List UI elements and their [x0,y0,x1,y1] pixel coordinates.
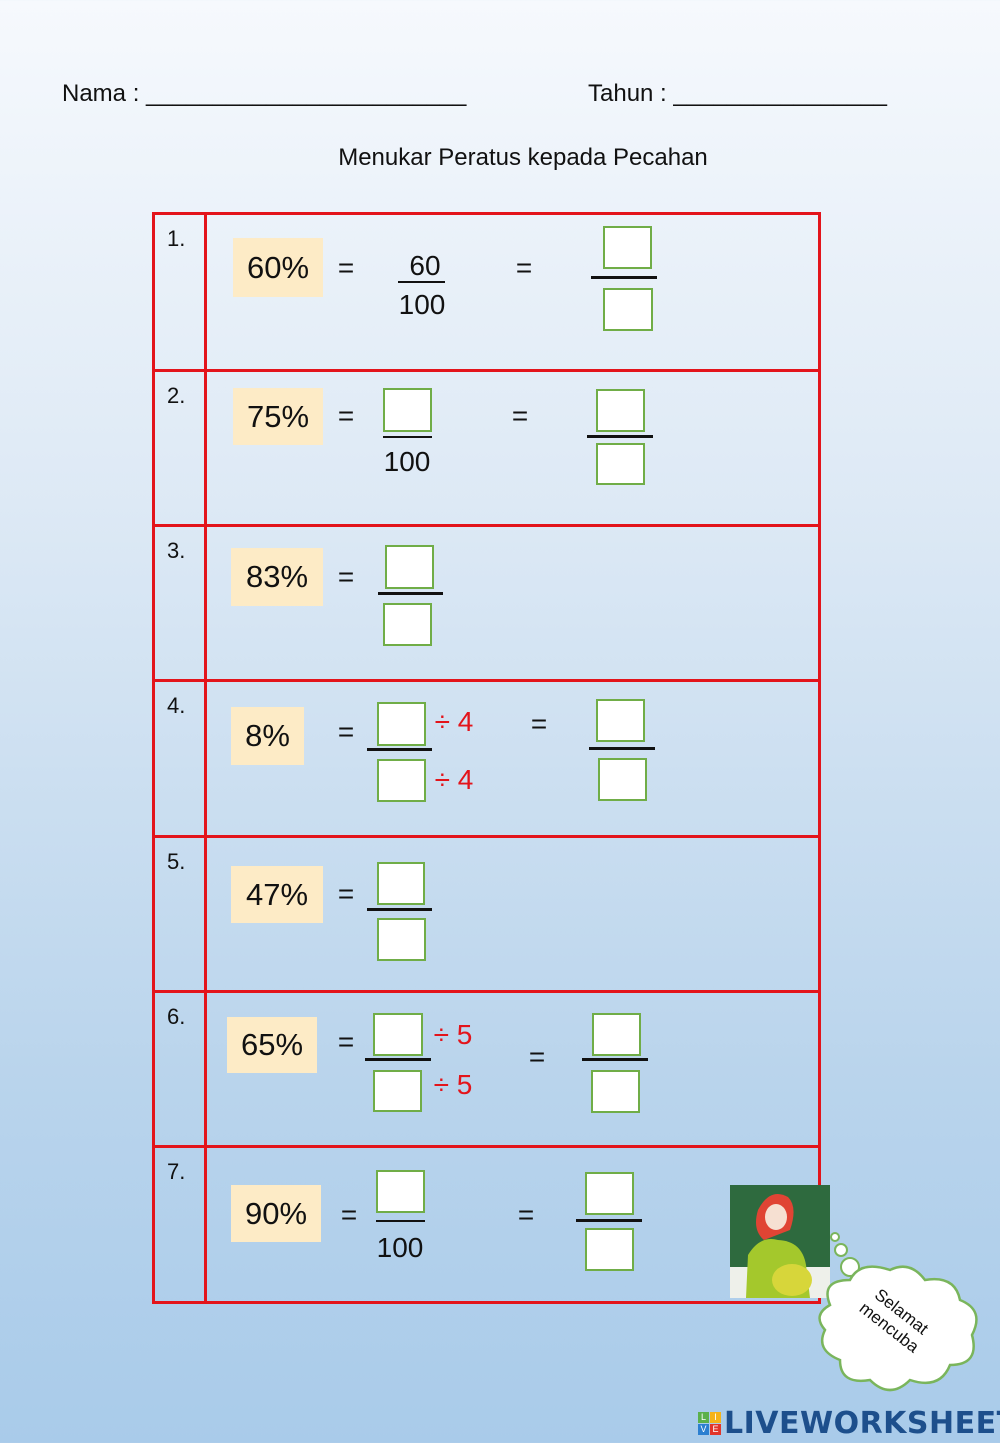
question-number: 2. [167,383,186,408]
equals-sign: = [530,708,548,739]
table-row-border [152,835,821,838]
fraction-bar [367,908,432,911]
question-number: 5. [167,849,186,874]
denominator: 100 [398,289,446,320]
bubble-text: Selamat mencuba [850,1285,940,1356]
answer-input[interactable] [598,758,647,801]
thought-bubble [818,1232,978,1392]
logo-tile: I [710,1412,721,1423]
answer-input[interactable] [596,389,645,432]
fraction-bar [383,436,432,438]
numerator: 60 [409,250,441,281]
divisor-bottom: ÷ 5 [433,1069,473,1100]
question-number: 4. [167,693,186,718]
percent-label: 75% [233,388,323,445]
answer-input[interactable] [591,1070,640,1113]
table-column-border [152,212,155,1304]
table-row-border [152,369,821,372]
fraction-bar [582,1058,648,1061]
equals-sign: = [515,252,533,283]
question-number: 1. [167,226,186,251]
question-number: 6. [167,1004,186,1029]
fraction-bar [591,276,657,279]
table-row-border [152,990,821,993]
equals-sign: = [528,1041,546,1072]
denominator: 100 [383,446,431,477]
answer-input[interactable] [596,443,645,485]
question-number: 7. [167,1159,186,1184]
answer-input[interactable] [377,918,426,961]
answer-input[interactable] [585,1228,634,1271]
equals-sign: = [337,716,355,747]
logo-tile: L [698,1412,709,1423]
year-label-text: Tahun : [588,80,667,107]
logo-tile: E [710,1424,721,1435]
answer-input[interactable] [603,226,652,269]
table-row-border [152,1301,821,1304]
table-row-border [152,212,821,215]
table-column-border [204,212,207,1304]
answer-input[interactable] [383,388,432,432]
table-row-border [152,679,821,682]
equals-sign: = [340,1199,358,1230]
teacher-illustration [730,1185,830,1298]
name-label-text: Nama : [62,80,140,107]
fraction-bar [367,748,432,751]
answer-input[interactable] [585,1172,634,1215]
fraction-bar [378,592,443,595]
fraction-bar [398,281,445,283]
logo-tiles-icon: L I V E [698,1412,721,1435]
fraction-bar [589,747,655,750]
year-label: Tahun : ________________ [588,80,887,108]
liveworksheets-logo: L I V E LIVEWORKSHEETS [698,1406,1000,1441]
equals-sign: = [337,252,355,283]
divisor-bottom: ÷ 4 [434,764,474,795]
table-column-border [818,212,821,1304]
percent-label: 8% [231,707,304,765]
answer-input[interactable] [596,699,645,742]
answer-input[interactable] [373,1013,423,1056]
answer-input[interactable] [377,759,426,802]
name-blank: ________________________ [146,80,467,107]
answer-input[interactable] [603,288,653,331]
answer-input[interactable] [373,1070,422,1112]
logo-tile: V [698,1424,709,1435]
percent-label: 65% [227,1017,317,1073]
percent-label: 60% [233,238,323,297]
percent-label: 90% [231,1185,321,1242]
page-title: Menukar Peratus kepada Pecahan [338,144,708,171]
equals-sign: = [337,1026,355,1057]
table-row-border [152,1145,821,1148]
divisor-top: ÷ 5 [433,1019,473,1050]
denominator: 100 [376,1232,424,1263]
question-number: 3. [167,538,186,563]
fraction-bar [587,435,653,438]
answer-input[interactable] [385,545,434,589]
logo-text: LIVEWORKSHEETS [724,1406,1000,1441]
answer-input[interactable] [377,862,425,905]
answer-input[interactable] [592,1013,641,1056]
equals-sign: = [337,561,355,592]
answer-input[interactable] [376,1170,425,1213]
percent-label: 47% [231,866,323,923]
name-label: Nama : ________________________ [62,80,466,108]
teacher-image [730,1185,830,1298]
fraction-bar [376,1220,425,1222]
fraction-bar [365,1058,431,1061]
percent-label: 83% [231,548,323,606]
equals-sign: = [337,400,355,431]
table-row-border [152,524,821,527]
answer-input[interactable] [383,603,432,646]
equals-sign: = [517,1199,535,1230]
fraction-bar [576,1219,642,1222]
equals-sign: = [337,878,355,909]
equals-sign: = [511,400,529,431]
answer-input[interactable] [377,702,426,746]
divisor-top: ÷ 4 [434,706,474,737]
year-blank: ________________ [673,80,887,107]
